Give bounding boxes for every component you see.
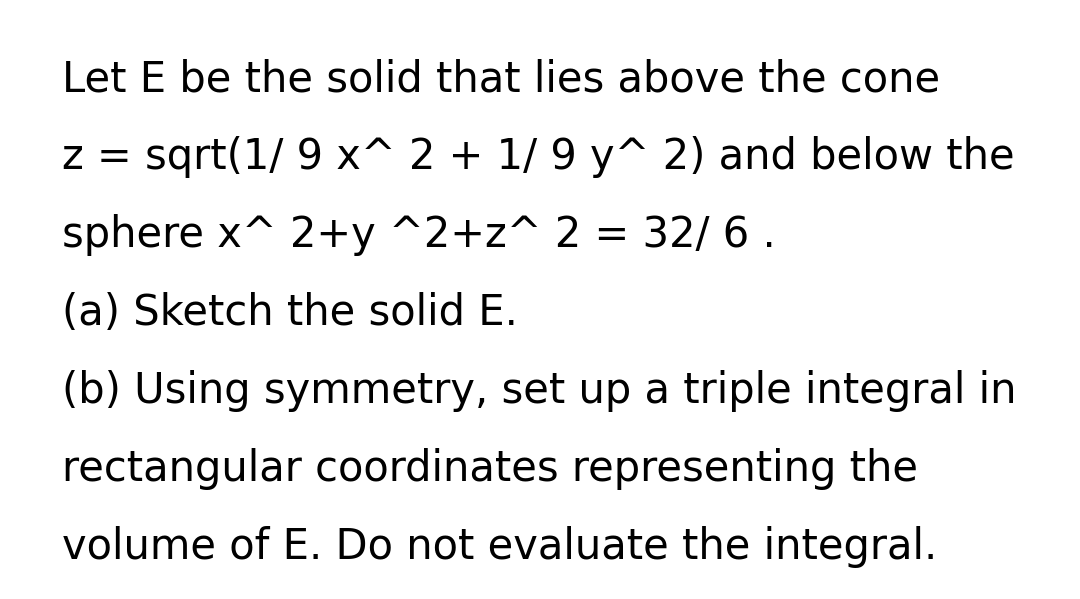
Text: (b) Using symmetry, set up a triple integral in: (b) Using symmetry, set up a triple inte… <box>62 370 1016 412</box>
Text: (a) Sketch the solid E.: (a) Sketch the solid E. <box>62 292 518 334</box>
Text: sphere x^ 2+y ^2+z^ 2 = 32/ 6 .: sphere x^ 2+y ^2+z^ 2 = 32/ 6 . <box>62 214 775 256</box>
Text: Let E be the solid that lies above the cone: Let E be the solid that lies above the c… <box>62 58 940 100</box>
Text: z = sqrt(1/ 9 x^ 2 + 1/ 9 y^ 2) and below the: z = sqrt(1/ 9 x^ 2 + 1/ 9 y^ 2) and belo… <box>62 136 1014 178</box>
Text: volume of E. Do not evaluate the integral.: volume of E. Do not evaluate the integra… <box>62 526 937 568</box>
Text: rectangular coordinates representing the: rectangular coordinates representing the <box>62 448 918 490</box>
